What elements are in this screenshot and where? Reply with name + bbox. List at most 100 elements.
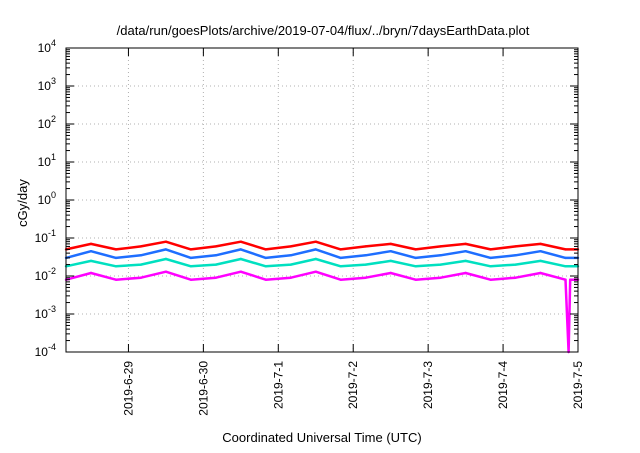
data-point: [489, 278, 492, 281]
data-point: [514, 254, 517, 257]
data-point: [264, 265, 267, 268]
y-axis-label: cGy/day: [15, 179, 30, 227]
data-point: [439, 263, 442, 266]
data-point: [364, 254, 367, 257]
data-point: [339, 265, 342, 268]
data-point: [414, 256, 417, 260]
data-point: [314, 257, 317, 261]
data-point: [264, 248, 267, 251]
data-point: [89, 242, 93, 246]
data-point: [514, 276, 517, 279]
series-line-3: [65, 257, 578, 268]
data-point: [264, 278, 267, 281]
data-point: [114, 248, 118, 251]
y-tick-label: 101: [38, 152, 56, 169]
chart-title: /data/run/goesPlots/archive/2019-07-04/f…: [117, 23, 530, 38]
data-point: [89, 271, 93, 275]
y-tick-label: 100: [38, 190, 56, 207]
data-point: [539, 271, 542, 275]
data-point: [214, 245, 218, 248]
x-tick-label: 2019-6-29: [121, 361, 135, 416]
y-tick-label: 10-2: [35, 266, 56, 283]
y-tick-exponent: -1: [48, 228, 56, 238]
data-point: [389, 250, 392, 253]
y-tick-label: 103: [38, 76, 56, 93]
data-point: [189, 248, 193, 251]
data-point: [514, 245, 517, 248]
data-point: [569, 278, 572, 281]
grid: [66, 48, 578, 352]
data-point: [214, 276, 218, 279]
data-point: [389, 271, 392, 275]
y-tick-exponent: 3: [51, 76, 56, 86]
data-point: [139, 245, 143, 248]
data-point: [164, 240, 168, 243]
data-point: [139, 276, 143, 279]
y-tick-exponent: -2: [48, 266, 56, 276]
data-point: [564, 265, 567, 268]
data-point: [264, 256, 267, 260]
data-point: [189, 265, 193, 268]
data-point: [239, 248, 242, 251]
data-point: [439, 276, 442, 279]
data-point: [364, 245, 367, 248]
data-point: [239, 270, 242, 273]
series-line-1: [65, 240, 578, 251]
data-point: [489, 256, 492, 260]
data-point: [289, 263, 292, 266]
x-tick-label: 2019-7-5: [571, 361, 585, 409]
series-layer: [64, 240, 580, 354]
data-point: [439, 245, 442, 248]
data-point: [289, 254, 292, 257]
data-point: [564, 278, 567, 281]
series-line-4: [65, 270, 578, 354]
x-axis-label: Coordinated Universal Time (UTC): [222, 430, 421, 445]
data-point: [314, 240, 317, 243]
data-point: [339, 248, 342, 251]
data-point: [464, 242, 467, 246]
data-point: [239, 257, 242, 261]
y-tick-exponent: -3: [48, 304, 56, 314]
data-point: [414, 265, 417, 268]
data-point: [89, 259, 93, 263]
x-tick-label: 2019-6-30: [196, 361, 210, 416]
data-point: [464, 271, 467, 275]
y-tick-label: 102: [38, 114, 56, 131]
data-point: [364, 263, 367, 266]
y-tick-label: 104: [38, 38, 56, 55]
data-point: [114, 265, 118, 268]
data-point: [164, 270, 168, 273]
data-point: [464, 250, 467, 253]
x-axis: 2019-6-29 2019-6-30 2019-7-1 2019-7-2 2019-7…: [121, 48, 585, 416]
data-point: [314, 248, 317, 251]
data-point: [439, 254, 442, 257]
data-point: [214, 263, 218, 266]
y-tick-exponent: -4: [48, 342, 56, 352]
data-point: [414, 248, 417, 251]
data-point: [289, 245, 292, 248]
data-point: [314, 270, 317, 273]
data-point: [339, 278, 342, 281]
series-line-2: [65, 248, 578, 260]
data-point: [389, 259, 392, 263]
data-point: [539, 242, 542, 246]
y-tick-exponent: 4: [51, 38, 56, 48]
data-point: [189, 256, 193, 260]
data-point: [214, 254, 218, 257]
data-point: [414, 278, 417, 281]
x-tick-label: 2019-7-1: [271, 361, 285, 409]
data-point: [189, 278, 193, 281]
data-point: [489, 265, 492, 268]
data-point: [464, 259, 467, 263]
data-point: [489, 248, 492, 251]
y-tick-label: 10-4: [35, 342, 56, 359]
data-point: [164, 257, 168, 261]
x-tick-label: 2019-7-4: [496, 361, 510, 409]
x-tick-label: 2019-7-2: [346, 361, 360, 409]
y-tick-exponent: 0: [51, 190, 56, 200]
data-point: [539, 259, 542, 263]
data-point: [564, 248, 567, 251]
data-point: [139, 254, 143, 257]
